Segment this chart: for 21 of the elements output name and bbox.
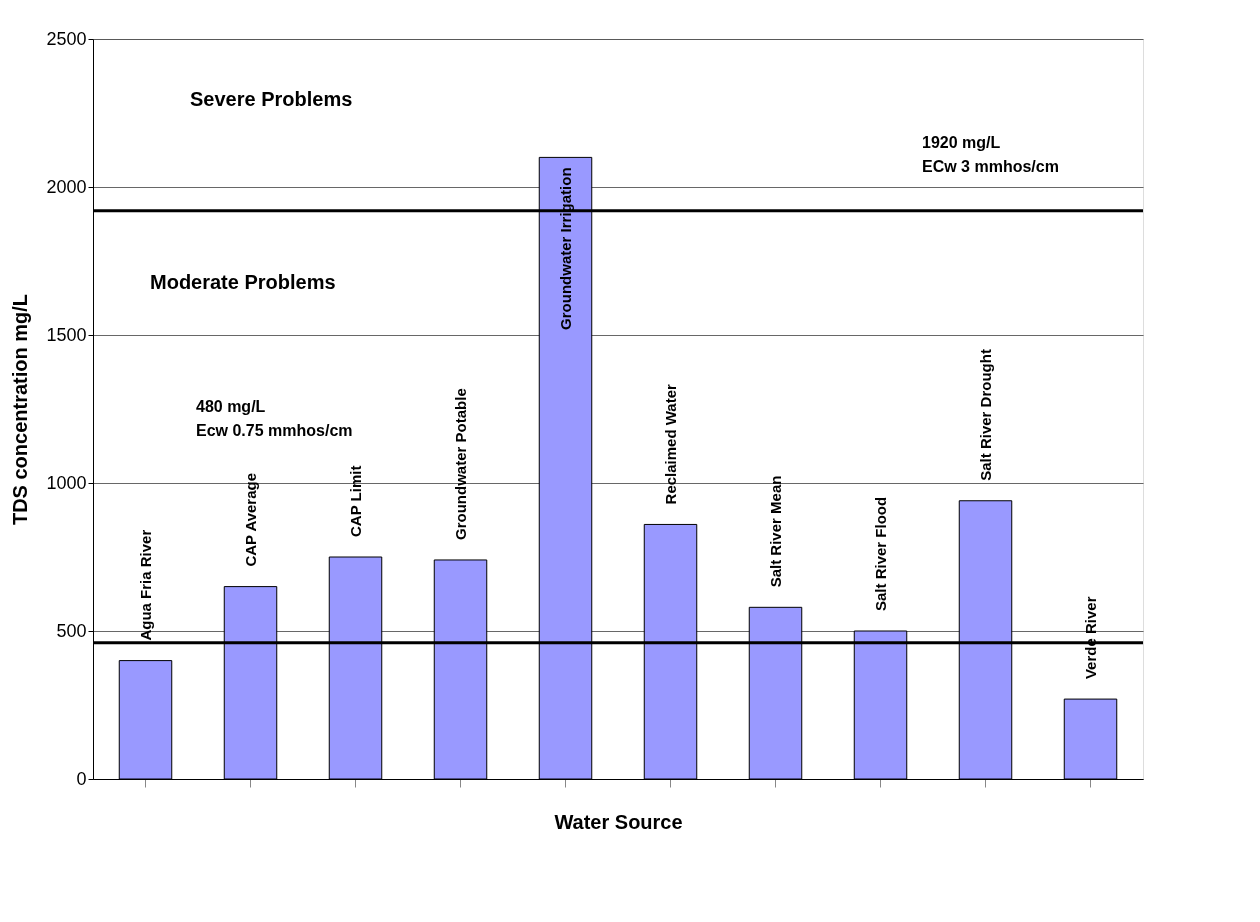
annotation: 480 mg/L Ecw 0.75 mmhos/cm [196, 398, 353, 439]
y-tick-label: 2000 [46, 176, 87, 197]
x-tick-label: Salt River Drought [976, 349, 994, 481]
y-tick-label: 1000 [46, 472, 87, 493]
x-axis-title: Water Source [554, 811, 683, 833]
y-tick-label: 2500 [46, 28, 87, 49]
y-axis-title: TDS concentration mg/L [9, 293, 32, 526]
annotation: Moderate Problems [150, 271, 336, 293]
x-tick-label: Salt River Flood [871, 496, 889, 611]
x-tick-label: Reclaimed Water [661, 383, 679, 505]
annotation: 1920 mg/L ECw 3 mmhos/cm [922, 134, 1059, 175]
x-tick-label: Agua Fria River [136, 529, 154, 641]
y-tick-label: 0 [76, 768, 87, 789]
y-tick-label: 500 [56, 620, 87, 641]
x-tick-label: Groundwater Potable [451, 388, 469, 540]
x-tick-label: CAP Average [241, 472, 259, 567]
x-tick-label: Groundwater Irrigation [556, 167, 574, 330]
annotation: Severe Problems [190, 88, 353, 110]
x-tick-label: CAP Limit [346, 465, 364, 537]
y-tick-label: 1500 [46, 324, 87, 345]
x-tick-label: Salt River Mean [766, 475, 784, 588]
